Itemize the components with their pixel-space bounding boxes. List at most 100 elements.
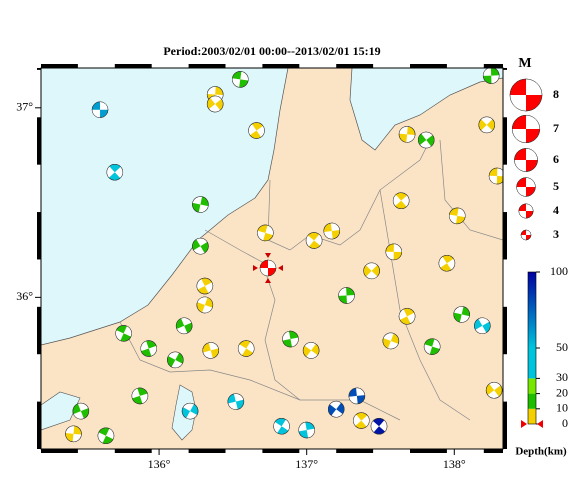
ball-wedge bbox=[183, 403, 198, 420]
ball-edge bbox=[514, 148, 538, 172]
ball-wedge bbox=[232, 71, 249, 88]
frame-band bbox=[336, 64, 374, 68]
ball-wedge bbox=[196, 278, 213, 294]
ball-wedge bbox=[106, 166, 123, 179]
magnitude-label: 7 bbox=[553, 121, 559, 135]
magnitude-symbol bbox=[509, 78, 543, 112]
depth-band bbox=[528, 378, 536, 394]
frame-band bbox=[37, 68, 41, 70]
ball-edge bbox=[353, 412, 370, 429]
ball-wedge bbox=[168, 351, 183, 368]
title: Period:2003/02/01 00:00--2013/02/01 15:1… bbox=[163, 44, 380, 58]
ball-edge bbox=[232, 71, 249, 88]
ball-edge bbox=[398, 126, 416, 143]
ball-wedge bbox=[438, 256, 455, 270]
y-tick-label: 36° bbox=[16, 289, 33, 303]
ball-wedge bbox=[475, 317, 490, 334]
ball-wedge bbox=[282, 331, 299, 347]
ball-wedge bbox=[197, 296, 213, 313]
ball-wedge bbox=[481, 116, 493, 133]
ball-edge bbox=[392, 192, 410, 209]
focal-mechanism bbox=[227, 393, 245, 410]
focal-mechanism bbox=[181, 402, 199, 420]
ball-edge bbox=[478, 116, 496, 134]
ball-edge bbox=[72, 402, 90, 420]
focal-mechanism bbox=[353, 412, 370, 429]
ball-wedge bbox=[424, 338, 441, 355]
ball-wedge bbox=[453, 306, 470, 323]
frame-band bbox=[262, 449, 300, 453]
focal-mechanism bbox=[97, 427, 115, 444]
ball-wedge bbox=[248, 123, 265, 138]
focal-mechanism bbox=[327, 400, 345, 418]
ball-edge bbox=[106, 164, 124, 181]
focal-mechanism bbox=[65, 425, 82, 443]
ball-wedge bbox=[238, 341, 255, 356]
focal-mechanism bbox=[248, 122, 265, 139]
focal-mechanism bbox=[474, 317, 491, 335]
ball-wedge bbox=[371, 420, 387, 433]
ball-wedge bbox=[510, 79, 542, 111]
frame-band bbox=[503, 212, 507, 260]
magnitude-label: 5 bbox=[553, 179, 559, 193]
ball-edge bbox=[140, 340, 158, 357]
focal-mechanism bbox=[140, 340, 158, 357]
frame-band bbox=[37, 306, 41, 355]
frame-band bbox=[114, 449, 152, 453]
focal-mechanism bbox=[448, 207, 466, 225]
ball-wedge bbox=[365, 262, 378, 279]
depth-marker bbox=[521, 420, 543, 428]
ball-edge bbox=[474, 317, 491, 335]
focal-mechanism bbox=[192, 196, 209, 213]
arrow bbox=[253, 265, 258, 271]
ball-edge bbox=[115, 325, 132, 342]
land bbox=[41, 68, 503, 449]
ball-edge bbox=[65, 425, 82, 443]
focal-mechanism bbox=[323, 222, 341, 240]
frame-band bbox=[503, 306, 507, 355]
x-tick-label: 136° bbox=[148, 457, 171, 471]
focal-mechanism bbox=[72, 402, 90, 420]
ball-edge bbox=[323, 222, 341, 240]
frame-band bbox=[410, 64, 447, 68]
ball-wedge bbox=[140, 340, 157, 357]
depth-tick-label: 0 bbox=[562, 416, 568, 430]
depth-tick-label: 30 bbox=[556, 370, 568, 384]
depth-tick-label: 100 bbox=[550, 264, 568, 278]
ball-edge bbox=[363, 262, 380, 280]
focal-mechanism bbox=[338, 287, 355, 304]
focal-mechanism bbox=[257, 224, 274, 242]
ball-edge bbox=[97, 427, 115, 444]
depth-tick-label: 10 bbox=[556, 401, 568, 415]
map-content bbox=[41, 68, 503, 449]
frame-band bbox=[503, 401, 507, 449]
ball-edge bbox=[398, 308, 416, 325]
focal-mechanism bbox=[196, 296, 214, 314]
arrow bbox=[278, 265, 283, 271]
focal-mechanism bbox=[348, 387, 366, 405]
magnitude-symbol bbox=[518, 203, 534, 219]
magnitude-symbol bbox=[511, 114, 541, 144]
ball-wedge bbox=[298, 422, 315, 438]
ball-edge bbox=[175, 317, 193, 335]
ball-wedge bbox=[399, 309, 416, 324]
ball-wedge bbox=[176, 317, 192, 334]
ball-wedge bbox=[131, 388, 148, 404]
ball-wedge bbox=[516, 177, 536, 197]
ball-wedge bbox=[192, 196, 209, 213]
frame-band bbox=[188, 449, 226, 453]
ball-edge bbox=[438, 254, 456, 272]
ball-edge bbox=[273, 418, 290, 435]
focal-mechanism bbox=[385, 243, 403, 261]
ball-edge bbox=[509, 78, 543, 112]
ball-wedge bbox=[329, 401, 343, 418]
ball-wedge bbox=[514, 148, 538, 172]
focal-mechanism bbox=[453, 306, 470, 323]
depth-band bbox=[528, 272, 536, 348]
focal-mechanism bbox=[302, 342, 320, 359]
ball-edge bbox=[520, 229, 532, 241]
ball-edge bbox=[482, 68, 500, 84]
focal-mechanism bbox=[478, 116, 496, 134]
ball-wedge bbox=[449, 207, 466, 224]
ball-edge bbox=[202, 342, 219, 359]
